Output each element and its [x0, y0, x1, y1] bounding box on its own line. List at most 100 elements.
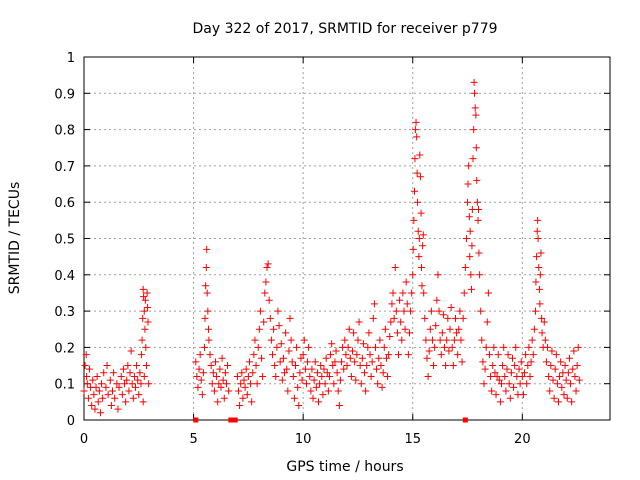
data-point: [80, 387, 88, 395]
data-point: [91, 405, 99, 413]
data-point: [549, 376, 557, 384]
data-point: [501, 372, 509, 380]
data-point: [466, 227, 474, 235]
data-point: [411, 126, 419, 134]
data-point: [425, 347, 433, 355]
baseline-marker: [462, 417, 468, 423]
data-point: [475, 205, 482, 213]
data-point: [464, 180, 472, 188]
data-point: [108, 387, 116, 395]
data-point: [411, 187, 419, 195]
data-point: [198, 391, 206, 399]
y-tick-label: 0: [67, 414, 75, 429]
data-point: [446, 325, 454, 333]
data-point: [331, 358, 339, 366]
data-point: [496, 398, 504, 406]
data-point: [569, 365, 577, 373]
data-point: [544, 343, 552, 351]
data-point: [345, 325, 353, 333]
data-point: [279, 354, 287, 362]
data-point: [254, 343, 262, 351]
data-point: [550, 394, 558, 402]
data-point: [477, 307, 485, 315]
data-point: [364, 343, 372, 351]
data-point: [329, 362, 337, 370]
data-point: [236, 401, 244, 409]
data-point: [369, 314, 377, 322]
data-point: [562, 376, 570, 384]
data-point: [124, 362, 132, 370]
data-point: [358, 354, 366, 362]
data-point: [483, 318, 491, 326]
data-point: [526, 372, 534, 380]
data-point: [145, 380, 153, 388]
data-point: [83, 372, 91, 380]
data-point: [545, 372, 553, 380]
data-point: [201, 343, 209, 351]
data-point: [266, 314, 274, 322]
y-tick-label: 1: [67, 51, 75, 66]
data-point: [297, 354, 305, 362]
data-point: [453, 329, 461, 337]
x-tick-label: 20: [514, 432, 531, 447]
data-point: [250, 351, 258, 359]
data-point: [203, 245, 211, 253]
baseline-markers: [193, 417, 468, 423]
data-point: [130, 372, 138, 380]
data-point: [417, 209, 425, 217]
data-point: [306, 372, 314, 380]
data-point: [445, 347, 453, 355]
data-point: [454, 351, 462, 359]
data-point: [392, 307, 400, 315]
data-point: [474, 216, 482, 224]
data-point: [472, 144, 480, 152]
data-point: [92, 383, 100, 391]
data-point: [537, 249, 545, 257]
data-point: [423, 354, 431, 362]
data-point: [431, 343, 439, 351]
data-point: [449, 362, 457, 370]
data-point: [322, 354, 330, 362]
data-point: [302, 380, 310, 388]
data-point: [144, 318, 152, 326]
data-point: [411, 155, 419, 163]
data-point: [103, 362, 111, 370]
y-tick-label: 0.7: [54, 160, 75, 175]
data-point: [137, 380, 145, 388]
data-point: [84, 394, 92, 402]
data-point: [469, 155, 477, 163]
x-tick-label: 0: [80, 432, 88, 447]
data-point: [262, 278, 270, 286]
data-point: [462, 235, 470, 242]
data-point: [334, 387, 342, 395]
data-point: [222, 380, 230, 388]
data-point: [348, 347, 356, 355]
data-point: [480, 380, 488, 388]
data-point: [275, 322, 283, 330]
data-point: [311, 358, 319, 366]
data-point: [467, 285, 475, 293]
data-point: [363, 362, 371, 370]
data-point: [327, 351, 335, 359]
data-point: [575, 376, 583, 384]
data-point: [412, 118, 420, 126]
data-point: [397, 318, 405, 326]
data-point: [517, 358, 525, 366]
data-point: [319, 391, 327, 399]
data-point: [487, 372, 495, 380]
data-point: [465, 162, 473, 170]
data-point: [571, 372, 579, 380]
data-point: [421, 314, 429, 322]
data-point: [340, 365, 348, 373]
data-point: [139, 314, 147, 322]
data-point: [485, 351, 493, 359]
data-point: [252, 362, 260, 370]
data-point: [141, 296, 149, 304]
data-point: [366, 351, 374, 359]
data-point: [134, 376, 142, 384]
data-point: [447, 303, 455, 311]
data-point: [315, 398, 323, 406]
data-point: [413, 133, 421, 141]
data-point: [203, 289, 211, 297]
